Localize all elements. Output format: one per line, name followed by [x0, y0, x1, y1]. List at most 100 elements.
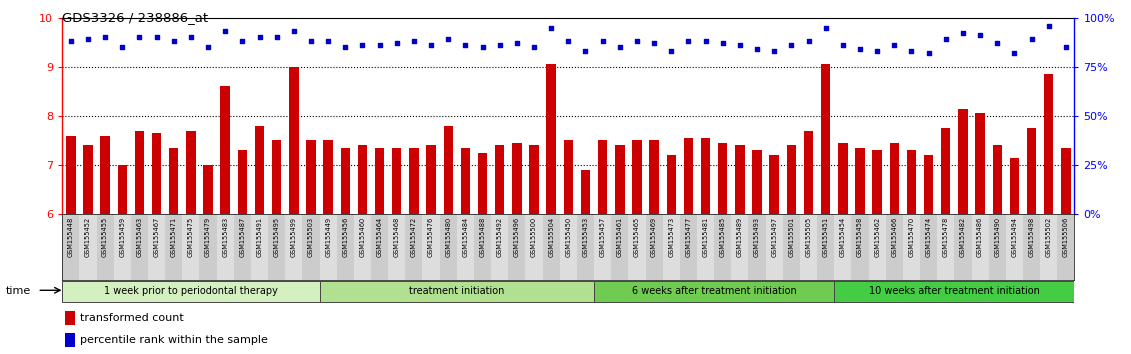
Text: GSM155458: GSM155458 [857, 217, 863, 257]
Point [645, 40, 663, 46]
Bar [460, 148, 470, 214]
Bar [817, 214, 835, 280]
Point [422, 42, 440, 48]
Point [1039, 23, 1057, 28]
Bar [852, 214, 869, 280]
Bar [187, 131, 196, 214]
Point [233, 39, 251, 44]
Bar [320, 214, 337, 280]
Bar [869, 214, 886, 280]
Point [663, 48, 681, 54]
Text: GSM155461: GSM155461 [616, 217, 623, 257]
Bar [1010, 158, 1019, 214]
Text: GSM155495: GSM155495 [274, 217, 279, 257]
Point [920, 50, 938, 56]
Point [714, 40, 732, 46]
Point [474, 44, 492, 50]
Text: GSM155483: GSM155483 [222, 217, 228, 257]
Bar [354, 214, 371, 280]
Bar [886, 214, 903, 280]
Bar [1044, 74, 1053, 214]
Bar [955, 214, 972, 280]
FancyBboxPatch shape [320, 281, 594, 302]
Text: 10 weeks after treatment initiation: 10 weeks after treatment initiation [869, 286, 1039, 296]
Text: GSM155498: GSM155498 [1028, 217, 1035, 257]
Bar [666, 155, 676, 214]
Bar [79, 214, 96, 280]
Bar [766, 214, 783, 280]
Bar [84, 145, 93, 214]
Bar [423, 214, 440, 280]
Bar [684, 138, 693, 214]
Point [903, 48, 921, 54]
Bar [285, 214, 302, 280]
Point [439, 36, 457, 42]
FancyBboxPatch shape [835, 281, 1074, 302]
Text: GSM155496: GSM155496 [513, 217, 520, 257]
Bar [629, 214, 646, 280]
Bar [1027, 128, 1036, 214]
Text: GSM155457: GSM155457 [599, 217, 605, 257]
Text: GSM155476: GSM155476 [428, 217, 434, 257]
Point [766, 48, 784, 54]
Point [182, 34, 200, 40]
Bar [800, 214, 817, 280]
Text: GSM155451: GSM155451 [822, 217, 829, 257]
Bar [254, 126, 265, 214]
Bar [388, 214, 405, 280]
Point [319, 39, 337, 44]
Text: GSM155487: GSM155487 [240, 217, 245, 257]
Bar [302, 214, 320, 280]
Bar [615, 145, 624, 214]
Bar [96, 214, 114, 280]
Point [988, 40, 1007, 46]
Point [800, 39, 818, 44]
Point [491, 42, 509, 48]
Text: GSM155490: GSM155490 [994, 217, 1000, 257]
Text: GDS3326 / 238886_at: GDS3326 / 238886_at [62, 11, 208, 24]
Bar [752, 150, 762, 214]
Bar [732, 214, 749, 280]
Bar [546, 64, 556, 214]
Text: transformed count: transformed count [80, 313, 184, 323]
Point [542, 25, 560, 30]
Point [62, 39, 80, 44]
Bar [718, 143, 727, 214]
Bar [323, 141, 333, 214]
Bar [307, 141, 316, 214]
Bar [64, 312, 75, 325]
Bar [135, 131, 144, 214]
Point [508, 40, 526, 46]
Bar [714, 214, 732, 280]
Bar [374, 148, 385, 214]
Bar [941, 128, 950, 214]
Point [388, 40, 406, 46]
Bar [663, 214, 680, 280]
Point [336, 44, 354, 50]
Bar [114, 214, 131, 280]
Point [405, 39, 423, 44]
Text: GSM155460: GSM155460 [360, 217, 365, 257]
Text: GSM155485: GSM155485 [719, 217, 726, 257]
Point [216, 29, 234, 34]
Bar [972, 214, 988, 280]
Point [199, 44, 217, 50]
Point [302, 39, 320, 44]
Text: GSM155484: GSM155484 [463, 217, 468, 257]
Bar [148, 214, 165, 280]
Point [559, 39, 577, 44]
Point [628, 39, 646, 44]
Text: GSM155467: GSM155467 [154, 217, 159, 257]
Text: GSM155473: GSM155473 [668, 217, 674, 257]
Text: GSM155502: GSM155502 [1046, 217, 1052, 257]
Point [130, 34, 148, 40]
Text: GSM155462: GSM155462 [874, 217, 880, 257]
Text: GSM155493: GSM155493 [754, 217, 760, 257]
Bar [907, 150, 916, 214]
Bar [958, 109, 968, 214]
Text: GSM155489: GSM155489 [737, 217, 743, 257]
Point [851, 46, 869, 52]
Bar [821, 64, 830, 214]
Text: GSM155449: GSM155449 [325, 217, 331, 257]
Point [79, 36, 97, 42]
